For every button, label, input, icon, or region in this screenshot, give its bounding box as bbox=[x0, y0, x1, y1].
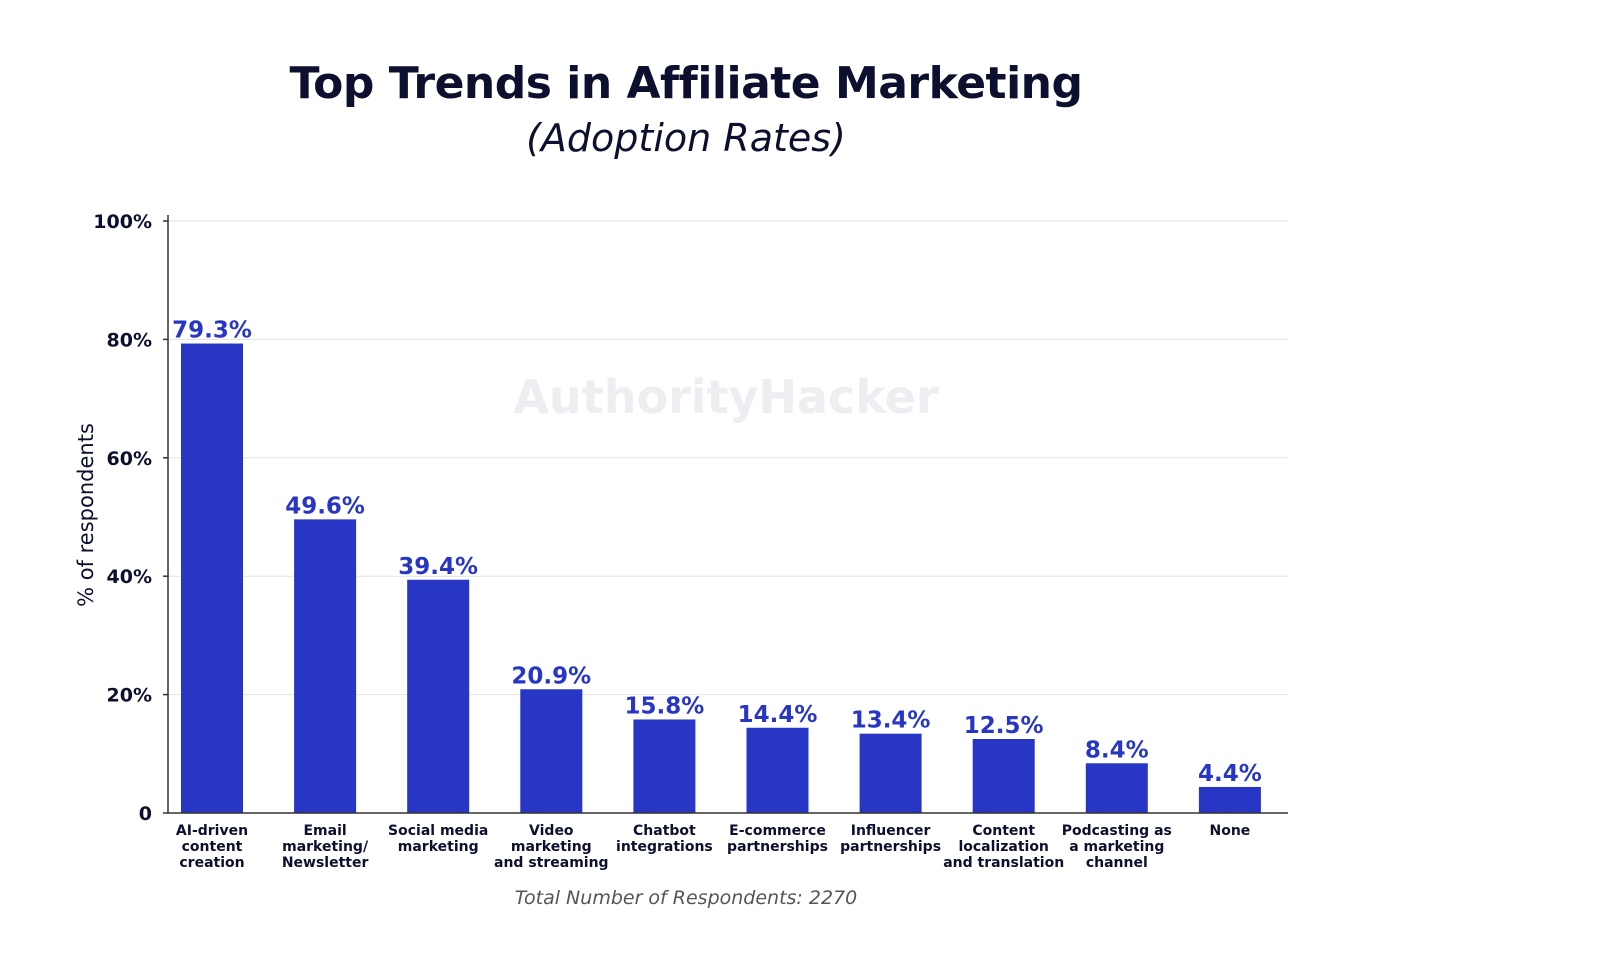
bar bbox=[1085, 763, 1148, 813]
bar bbox=[181, 343, 243, 813]
respondents-footnote: Total Number of Respondents: 2270 bbox=[514, 887, 858, 909]
x-tick-label: Podcasting as a marketing channel bbox=[1062, 823, 1172, 871]
data-label: 14.4% bbox=[738, 702, 818, 728]
data-label: 4.4% bbox=[1198, 761, 1262, 787]
data-label: 49.6% bbox=[285, 493, 365, 519]
bar bbox=[972, 739, 1035, 813]
x-tick-label: E-commerce partnerships bbox=[727, 823, 828, 855]
chart-title: Top Trends in Affiliate Marketing bbox=[289, 58, 1084, 109]
x-tick-label: Chatbot integrations bbox=[616, 823, 713, 855]
data-label: 13.4% bbox=[851, 708, 931, 734]
data-label: 39.4% bbox=[398, 554, 478, 580]
y-tick-label: 100% bbox=[93, 211, 152, 233]
data-label: 20.9% bbox=[511, 663, 591, 689]
bar bbox=[294, 519, 357, 813]
y-tick-label: 60% bbox=[107, 448, 152, 470]
x-tick-label: Video marketing and streaming bbox=[494, 823, 609, 871]
x-tick-label: Content localization and translation bbox=[943, 823, 1064, 871]
watermark: AuthorityHacker bbox=[513, 370, 938, 424]
y-tick-label: 20% bbox=[107, 685, 152, 707]
y-tick-label: 0 bbox=[139, 803, 152, 825]
y-axis-label: % of respondents bbox=[74, 423, 98, 607]
x-tick-label: AI-driven content creation bbox=[176, 823, 248, 871]
x-tick-label: Influencer partnerships bbox=[840, 823, 941, 855]
y-tick-label: 80% bbox=[107, 329, 152, 351]
x-tick-label: Email marketing/Newsletter bbox=[282, 823, 369, 871]
data-label: 79.3% bbox=[172, 318, 252, 344]
x-tick-label: Social media marketing bbox=[388, 823, 488, 855]
x-tick-label: None bbox=[1210, 823, 1251, 839]
y-tick-label: 40% bbox=[107, 566, 152, 588]
bar bbox=[633, 719, 696, 813]
bar bbox=[520, 689, 583, 813]
data-label: 12.5% bbox=[964, 713, 1044, 739]
bar bbox=[1198, 786, 1261, 813]
bar bbox=[746, 727, 809, 813]
chart-subtitle: (Adoption Rates) bbox=[526, 116, 846, 160]
data-label: 15.8% bbox=[625, 693, 705, 719]
bar bbox=[859, 733, 922, 813]
bar bbox=[407, 579, 470, 813]
data-label: 8.4% bbox=[1085, 737, 1149, 763]
